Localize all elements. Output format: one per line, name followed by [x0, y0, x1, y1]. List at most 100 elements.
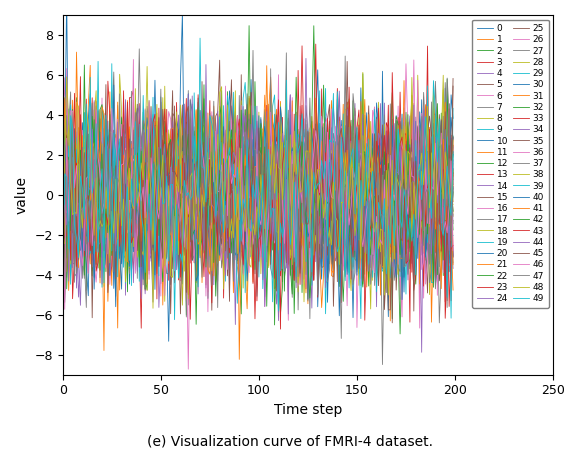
- 36: [420, 173, 427, 179]
- 30: [59, 195, 66, 200]
- 2: [83, 179, 90, 184]
- 37: [59, 111, 66, 117]
- 3: [420, 126, 427, 131]
- 5: [83, 248, 90, 253]
- 36: [83, 249, 90, 255]
- 21: [267, 74, 274, 80]
- 4: [450, 266, 456, 271]
- 34: [83, 196, 90, 202]
- 2: [75, 186, 82, 192]
- 48: [83, 106, 90, 112]
- 30: [75, 176, 82, 181]
- 22: [75, 179, 82, 184]
- 23: [208, 300, 215, 306]
- 11: [59, 205, 66, 211]
- Line: 14: 14: [63, 104, 453, 307]
- 33: [450, 170, 456, 176]
- 12: [83, 184, 90, 190]
- 47: [132, 110, 139, 115]
- 32: [163, 243, 170, 249]
- 16: [418, 183, 425, 189]
- 0: [165, 190, 172, 195]
- 32: [59, 184, 66, 189]
- 19: [75, 146, 82, 152]
- 22: [59, 183, 66, 188]
- 3: [137, 325, 144, 331]
- 26: [165, 236, 172, 241]
- 44: [163, 239, 170, 244]
- 46: [136, 189, 143, 195]
- 29: [59, 237, 66, 243]
- 24: [434, 206, 441, 211]
- 2: [450, 134, 456, 139]
- Line: 29: 29: [63, 86, 453, 317]
- 20: [163, 151, 170, 156]
- Line: 24: 24: [63, 58, 453, 324]
- 11: [167, 199, 174, 205]
- 24: [163, 232, 170, 238]
- 31: [75, 265, 82, 270]
- 39: [108, 61, 115, 67]
- 7: [420, 195, 427, 200]
- 32: [450, 189, 456, 194]
- 27: [75, 227, 82, 232]
- 38: [434, 250, 441, 255]
- 39: [75, 255, 82, 260]
- 20: [420, 219, 427, 224]
- 27: [306, 316, 313, 321]
- 17: [59, 128, 66, 133]
- Line: 32: 32: [63, 26, 453, 325]
- 45: [420, 215, 427, 220]
- 36: [450, 158, 456, 163]
- Line: 45: 45: [63, 62, 453, 311]
- 13: [83, 235, 90, 240]
- 1: [124, 98, 131, 103]
- 21: [244, 306, 251, 311]
- 23: [434, 209, 441, 215]
- 49: [163, 174, 170, 179]
- 34: [418, 350, 425, 355]
- 3: [408, 93, 415, 98]
- 49: [59, 255, 66, 260]
- 42: [83, 149, 90, 155]
- 15: [450, 176, 456, 182]
- Line: 48: 48: [63, 67, 453, 299]
- 13: [407, 320, 414, 325]
- 12: [75, 259, 82, 264]
- 7: [163, 271, 170, 276]
- 35: [132, 148, 139, 153]
- 23: [132, 230, 139, 236]
- 19: [83, 171, 90, 177]
- 41: [77, 210, 84, 216]
- 11: [420, 140, 427, 145]
- 49: [434, 159, 441, 165]
- 28: [75, 104, 82, 109]
- 6: [59, 171, 66, 177]
- 47: [450, 186, 456, 191]
- 0: [59, 104, 66, 110]
- 42: [434, 101, 441, 106]
- 40: [75, 168, 82, 174]
- 23: [450, 143, 456, 148]
- 28: [434, 162, 441, 168]
- 30: [450, 184, 456, 189]
- 5: [163, 164, 170, 169]
- 31: [83, 149, 90, 154]
- 31: [263, 63, 270, 68]
- 25: [134, 110, 141, 116]
- 7: [132, 133, 139, 139]
- Line: 12: 12: [63, 85, 453, 334]
- 39: [357, 316, 364, 321]
- 26: [134, 233, 141, 238]
- 16: [132, 213, 139, 218]
- 39: [450, 149, 456, 154]
- 34: [75, 233, 82, 238]
- 46: [59, 204, 66, 210]
- 45: [410, 308, 417, 314]
- 29: [163, 220, 170, 225]
- 28: [420, 131, 427, 137]
- 17: [83, 145, 90, 150]
- 36: [410, 57, 417, 63]
- 27: [420, 90, 427, 95]
- Line: 43: 43: [63, 44, 453, 329]
